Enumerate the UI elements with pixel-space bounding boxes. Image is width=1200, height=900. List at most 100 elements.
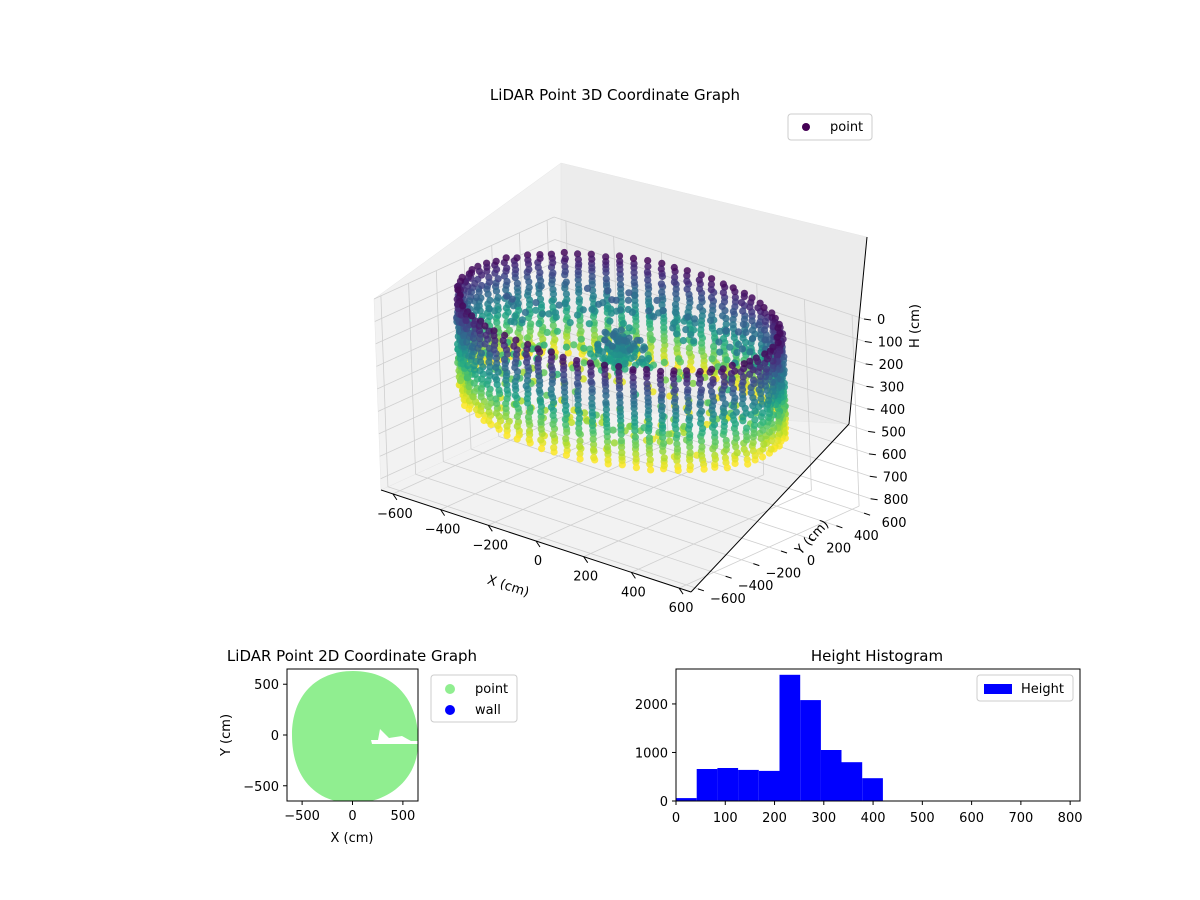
point-3d	[774, 339, 782, 347]
point-3d	[549, 269, 557, 277]
point-3d	[672, 425, 680, 433]
point-3d	[683, 277, 691, 285]
point-3d	[751, 398, 759, 406]
point-3d	[697, 407, 706, 415]
point-3d	[709, 410, 718, 418]
point-3d	[562, 435, 570, 443]
y-tick-3d	[725, 575, 732, 579]
point-3d	[767, 445, 775, 453]
point-3d	[522, 351, 530, 359]
point-3d	[585, 320, 593, 328]
x-tick-label-3d: −400	[425, 523, 461, 538]
point-3d	[574, 373, 582, 382]
point-3d	[671, 386, 679, 394]
point-3d	[504, 308, 512, 316]
point-3d	[588, 255, 596, 263]
point-3d	[658, 421, 667, 430]
point-3d	[511, 312, 519, 320]
point-3d	[616, 399, 624, 407]
y-tick-label-3d: −400	[738, 579, 774, 594]
point-3d	[670, 367, 678, 375]
point-cloud-3d	[453, 248, 790, 474]
z-tick-3d	[864, 340, 872, 343]
point-3d	[660, 461, 668, 469]
point-3d	[653, 296, 661, 304]
point-3d	[754, 358, 762, 366]
point-3d	[631, 296, 639, 305]
point-3d	[671, 308, 680, 316]
histogram-bar	[779, 674, 801, 801]
point-3d	[729, 385, 738, 393]
point-3d	[644, 257, 652, 265]
point-3d	[768, 378, 776, 386]
point-3d	[574, 406, 582, 414]
point-3d	[462, 325, 471, 333]
point-3d	[673, 445, 682, 453]
point-3d	[774, 437, 782, 445]
z-axis-label-3d: H (cm)	[908, 304, 923, 348]
x-tick-label-histogram: 300	[811, 811, 836, 826]
point-3d	[616, 391, 624, 399]
point-3d	[587, 377, 595, 385]
point-3d	[758, 400, 766, 408]
point-3d	[602, 392, 610, 400]
point-3d	[469, 393, 477, 401]
point-3d	[758, 453, 767, 461]
point-3d	[711, 460, 719, 468]
point-3d	[492, 257, 500, 265]
point-3d	[537, 425, 545, 433]
point-3d	[537, 304, 546, 312]
point-3d	[476, 353, 484, 361]
point-3d	[521, 308, 530, 316]
y-tick-3d	[808, 537, 815, 541]
point-3d	[631, 427, 639, 435]
point-3d	[748, 335, 757, 343]
point-3d	[588, 272, 596, 281]
point-3d	[475, 322, 483, 330]
point-3d	[710, 421, 719, 429]
point-3d	[501, 364, 509, 372]
point-3d	[660, 318, 668, 326]
point-3d	[470, 362, 478, 370]
point-3d	[537, 282, 545, 290]
x-tick-label-2d: 0	[348, 809, 356, 824]
point-3d	[459, 302, 467, 310]
point-3d	[739, 378, 747, 386]
point-3d	[720, 409, 728, 417]
point-3d	[547, 403, 556, 411]
point-3d	[709, 379, 717, 387]
z-tick-3d	[866, 385, 874, 388]
point-3d	[674, 466, 682, 474]
point-3d	[481, 322, 489, 330]
point-3d	[711, 455, 720, 463]
point-3d	[561, 406, 570, 414]
point-3d	[729, 321, 737, 329]
legend-3d-marker	[802, 123, 810, 131]
point-3d	[481, 340, 489, 348]
z-tick-label-3d: 700	[883, 470, 908, 485]
point-3d	[476, 367, 484, 375]
point-3d	[580, 359, 588, 367]
point-3d	[505, 326, 514, 334]
point-3d	[538, 445, 546, 453]
chart-3d-title: LiDAR Point 3D Coordinate Graph	[490, 86, 740, 104]
point-3d	[551, 336, 559, 344]
legend-histogram: Height	[976, 674, 1074, 702]
point-3d	[638, 355, 646, 363]
point-3d	[478, 281, 486, 290]
point-3d	[485, 368, 493, 376]
point-3d	[573, 379, 582, 387]
x-axis-label-3d: X (cm)	[485, 573, 531, 601]
point-3d	[588, 305, 596, 313]
point-3d	[562, 290, 571, 298]
point-3d	[700, 465, 708, 473]
point-3d	[769, 387, 777, 395]
point-3d	[644, 276, 652, 284]
point-3d	[671, 300, 680, 308]
histogram-bar	[676, 798, 697, 801]
point-3d	[525, 284, 533, 292]
point-3d	[576, 455, 584, 463]
z-tick-3d	[865, 363, 873, 366]
point-3d	[601, 354, 609, 362]
y-tick-label-histogram: 0	[660, 795, 668, 810]
